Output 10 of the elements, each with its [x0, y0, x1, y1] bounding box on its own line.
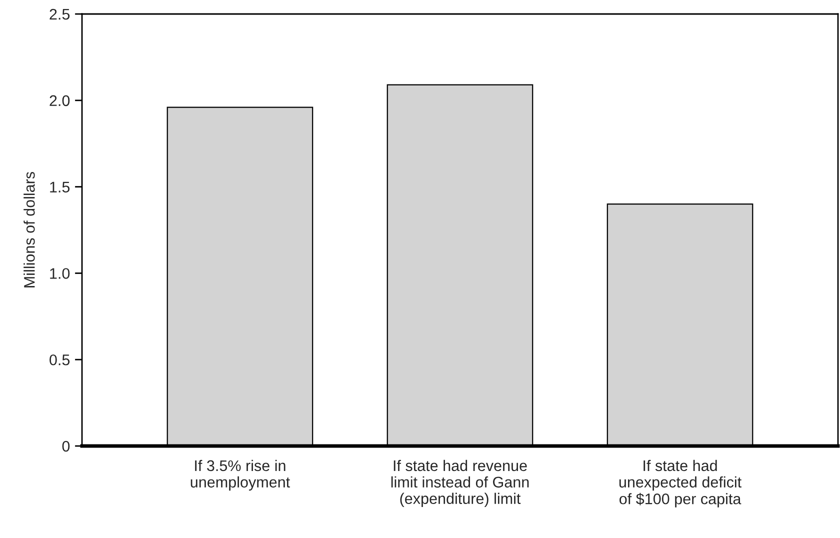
x-tick-label: If 3.5% rise in unemployment [190, 460, 290, 491]
x-tick-label: If state had unexpected deficit of $100 per capita [619, 460, 742, 508]
y-tick-label: 0 [62, 440, 70, 452]
y-tick-label: 2.5 [50, 8, 70, 20]
y-tick-label: 0.5 [50, 354, 70, 366]
y-tick-label: 2.0 [50, 95, 70, 106]
y-axis-title: Millions of dollars [24, 172, 35, 288]
y-tick-label: 1.5 [50, 182, 70, 192]
x-tick-label: If state had revenue limit instead of Gann (expenditure) limit [391, 460, 529, 508]
y-tick-label: 1.0 [50, 268, 70, 279]
